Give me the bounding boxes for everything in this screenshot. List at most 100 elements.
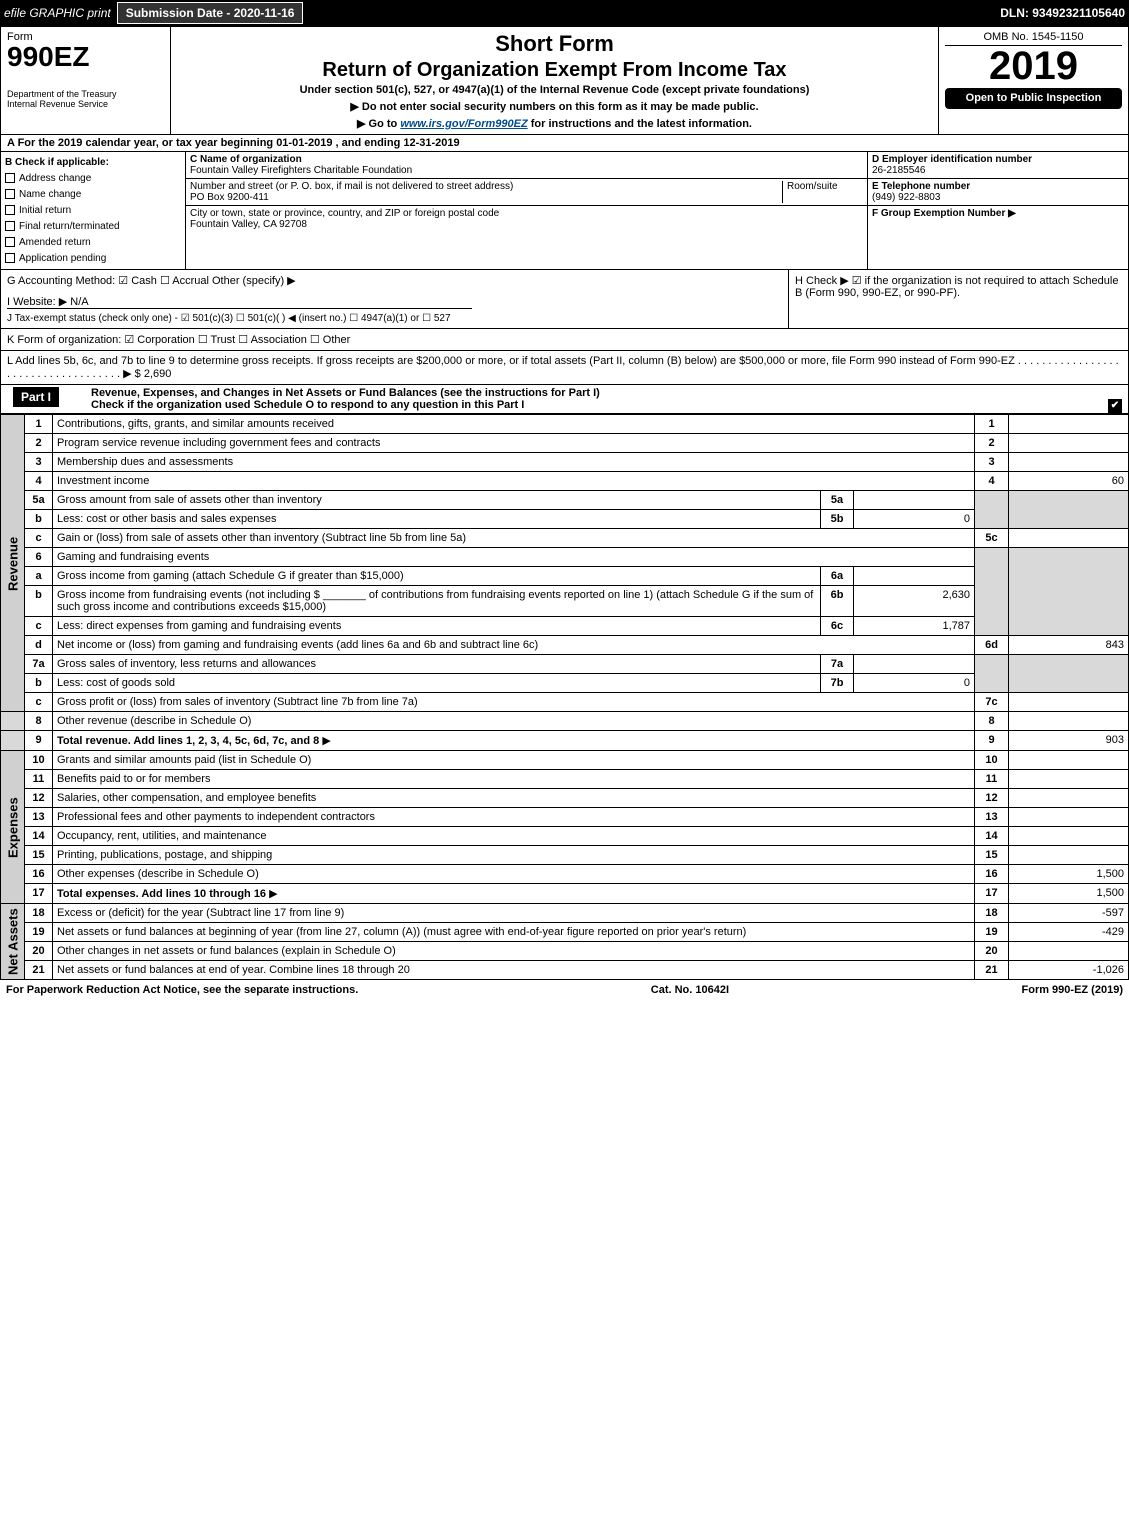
ein-value: 26-2185546 <box>872 165 925 176</box>
part-1-desc: Revenue, Expenses, and Changes in Net As… <box>91 387 600 399</box>
form-header: Form 990EZ Department of the Treasury In… <box>0 26 1129 135</box>
line-16-val: 1,500 <box>1009 865 1129 884</box>
checkbox-pending[interactable] <box>5 253 15 263</box>
line-k: K Form of organization: ☑ Corporation ☐ … <box>0 329 1129 351</box>
line-1-val <box>1009 415 1129 434</box>
part-1-badge: Part I <box>13 387 59 407</box>
line-18-val: -597 <box>1009 904 1129 923</box>
dept-label: Department of the Treasury <box>7 89 164 99</box>
line-12-desc: Salaries, other compensation, and employ… <box>53 789 975 808</box>
line-6b-val: 2,630 <box>854 586 974 616</box>
line-6d-val: 843 <box>1009 636 1129 655</box>
goto-link[interactable]: ▶ Go to www.irs.gov/Form990EZ for instru… <box>177 117 932 130</box>
part-1-check-o: Check if the organization used Schedule … <box>91 399 524 411</box>
footer-mid: Cat. No. 10642I <box>651 984 729 996</box>
ssn-warning: ▶ Do not enter social security numbers o… <box>177 100 932 113</box>
line-14-desc: Occupancy, rent, utilities, and maintena… <box>53 827 975 846</box>
revenue-side-label: Revenue <box>1 415 25 712</box>
footer-right: Form 990-EZ (2019) <box>1022 984 1123 996</box>
city-label: City or town, state or province, country… <box>190 208 499 219</box>
line-16-desc: Other expenses (describe in Schedule O) <box>53 865 975 884</box>
line-h: H Check ▶ ☑ if the organization is not r… <box>788 270 1128 328</box>
line-4-val: 60 <box>1009 472 1129 491</box>
line-5a-desc: Gross amount from sale of assets other t… <box>53 491 820 509</box>
line-1-box: 1 <box>975 415 1009 434</box>
line-1-desc: Contributions, gifts, grants, and simila… <box>53 415 975 434</box>
checkbox-address-change[interactable] <box>5 173 15 183</box>
line-6b-desc: Gross income from fundraising events (no… <box>53 586 820 616</box>
line-21-val: -1,026 <box>1009 961 1129 980</box>
efile-label: efile GRAPHIC print <box>4 6 111 20</box>
top-bar: efile GRAPHIC print Submission Date - 20… <box>0 0 1129 26</box>
street-value: PO Box 9200-411 <box>190 192 269 203</box>
line-17-val: 1,500 <box>1009 884 1129 904</box>
net-assets-side-label: Net Assets <box>1 904 25 980</box>
line-19-val: -429 <box>1009 923 1129 942</box>
line-2-desc: Program service revenue including govern… <box>53 434 975 453</box>
column-d-identifiers: D Employer identification number 26-2185… <box>868 152 1128 269</box>
org-name: Fountain Valley Firefighters Charitable … <box>190 165 412 176</box>
part-1-table: Revenue 1 Contributions, gifts, grants, … <box>0 414 1129 980</box>
part-1-header: Part I Revenue, Expenses, and Changes in… <box>0 385 1129 414</box>
city-value: Fountain Valley, CA 92708 <box>190 219 307 230</box>
street-label: Number and street (or P. O. box, if mail… <box>190 181 513 192</box>
line-g: G Accounting Method: ☑ Cash ☐ Accrual Ot… <box>7 274 782 287</box>
line-6a-desc: Gross income from gaming (attach Schedul… <box>53 567 820 585</box>
name-label: C Name of organization <box>190 154 302 165</box>
phone-label: E Telephone number <box>872 181 970 192</box>
line-1-num: 1 <box>25 415 53 434</box>
checkbox-initial-return[interactable] <box>5 205 15 215</box>
schedule-o-checkbox[interactable]: ✔ <box>1108 399 1122 413</box>
line-9-val: 903 <box>1009 731 1129 751</box>
line-17-desc: Total expenses. Add lines 10 through 16 … <box>53 884 975 904</box>
checkbox-name-change[interactable] <box>5 189 15 199</box>
line-18-desc: Excess or (deficit) for the year (Subtra… <box>53 904 975 923</box>
group-exemption-label: F Group Exemption Number ▶ <box>872 208 1016 219</box>
line-7b-desc: Less: cost of goods sold <box>53 674 820 692</box>
line-6d-desc: Net income or (loss) from gaming and fun… <box>53 636 975 655</box>
irs-label: Internal Revenue Service <box>7 99 164 109</box>
form-number: 990EZ <box>7 43 164 71</box>
ein-label: D Employer identification number <box>872 154 1032 165</box>
line-j: J Tax-exempt status (check only one) - ☑… <box>7 313 782 324</box>
line-3-desc: Membership dues and assessments <box>53 453 975 472</box>
line-20-desc: Other changes in net assets or fund bala… <box>53 942 975 961</box>
line-8-desc: Other revenue (describe in Schedule O) <box>53 712 975 731</box>
line-9-desc: Total revenue. Add lines 1, 2, 3, 4, 5c,… <box>53 731 975 751</box>
line-5c-desc: Gain or (loss) from sale of assets other… <box>53 529 975 548</box>
checkbox-final-return[interactable] <box>5 221 15 231</box>
column-c-org-info: C Name of organization Fountain Valley F… <box>186 152 868 269</box>
row-gh: G Accounting Method: ☑ Cash ☐ Accrual Ot… <box>0 270 1129 329</box>
submission-date-badge: Submission Date - 2020-11-16 <box>117 2 304 24</box>
dln-label: DLN: 93492321105640 <box>1000 6 1125 20</box>
irs-link[interactable]: www.irs.gov/Form990EZ <box>400 118 527 130</box>
line-6c-val: 1,787 <box>854 617 974 635</box>
return-title: Return of Organization Exempt From Incom… <box>177 59 932 82</box>
line-5b-val: 0 <box>854 510 974 528</box>
checkbox-amended[interactable] <box>5 237 15 247</box>
line-a-tax-year: A For the 2019 calendar year, or tax yea… <box>0 135 1129 152</box>
phone-value: (949) 922-8803 <box>872 192 940 203</box>
info-grid: B Check if applicable: Address change Na… <box>0 152 1129 270</box>
col-b-title: B Check if applicable: <box>5 155 181 170</box>
line-21-desc: Net assets or fund balances at end of ye… <box>53 961 975 980</box>
short-form-title: Short Form <box>177 31 932 57</box>
line-6-desc: Gaming and fundraising events <box>53 548 975 567</box>
line-11-desc: Benefits paid to or for members <box>53 770 975 789</box>
page-footer: For Paperwork Reduction Act Notice, see … <box>0 980 1129 1000</box>
footer-left: For Paperwork Reduction Act Notice, see … <box>6 984 358 996</box>
line-19-desc: Net assets or fund balances at beginning… <box>53 923 975 942</box>
open-public-badge: Open to Public Inspection <box>945 88 1122 109</box>
column-b-checkboxes: B Check if applicable: Address change Na… <box>1 152 186 269</box>
line-15-desc: Printing, publications, postage, and shi… <box>53 846 975 865</box>
under-section: Under section 501(c), 527, or 4947(a)(1)… <box>177 84 932 96</box>
line-i: I Website: ▶ N/A <box>7 295 472 309</box>
line-6c-desc: Less: direct expenses from gaming and fu… <box>53 617 820 635</box>
expenses-side-label: Expenses <box>1 751 25 904</box>
line-l: L Add lines 5b, 6c, and 7b to line 9 to … <box>0 351 1129 385</box>
line-13-desc: Professional fees and other payments to … <box>53 808 975 827</box>
line-7a-desc: Gross sales of inventory, less returns a… <box>53 655 820 673</box>
line-10-desc: Grants and similar amounts paid (list in… <box>53 751 975 770</box>
room-suite-label: Room/suite <box>783 181 863 203</box>
line-7c-desc: Gross profit or (loss) from sales of inv… <box>53 693 975 712</box>
